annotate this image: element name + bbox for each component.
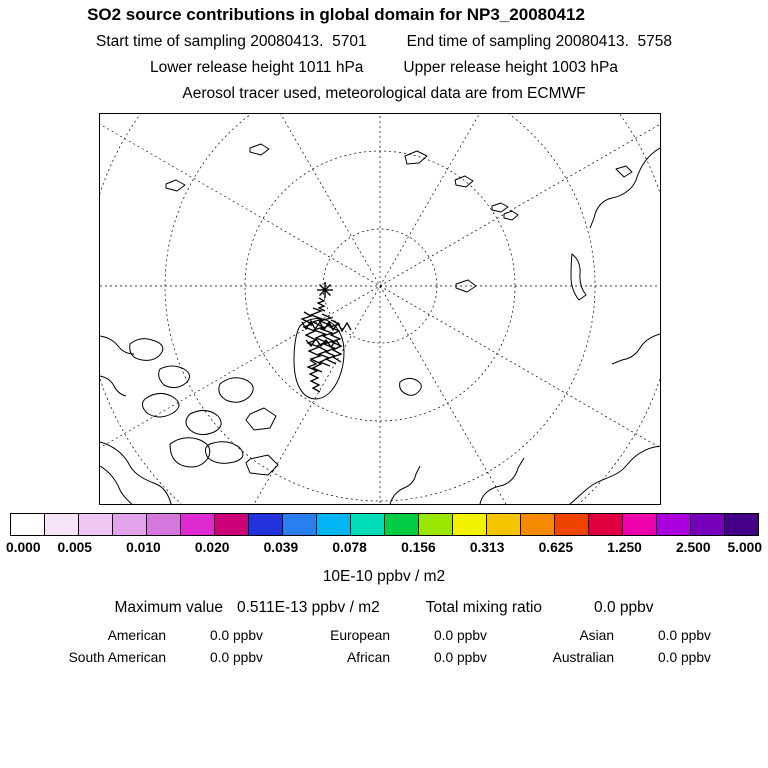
colorbar-tick: 0.000 [6,540,41,555]
coast-barents [589,147,660,229]
receptor-star-icon [317,282,333,298]
colorbar-segment [555,514,589,535]
colorbar-segment [45,514,79,535]
colorbar-tick: 0.005 [57,540,92,555]
colorbar-tick: 0.313 [469,540,505,555]
upper-release-text: Upper release height 1003 hPa [403,59,618,76]
stats-line: Maximum value 0.511E-13 ppbv / m2 Total … [0,599,768,617]
colorbar-tick: 0.156 [401,540,436,555]
total-mixing-value: 0.0 ppbv [594,599,654,616]
colorbar-segment [249,514,283,535]
particle-scribble [305,337,342,349]
colorbar-segment [589,514,623,535]
coast-siberia [569,445,660,504]
tracer-note: Aerosol tracer used, meteorological data… [182,85,586,102]
polar-map-svg [100,114,660,504]
coast-arctic-islands [129,338,279,476]
coast-right-mid [611,333,660,365]
graticule [100,114,660,504]
coast-left-edge [100,335,135,397]
region-value: 0.0 ppbv [434,650,487,665]
particle-scribble [317,313,337,365]
region-name: African [347,650,390,665]
coast-alaska [479,457,525,504]
colorbar-segment [453,514,487,535]
polar-map [99,113,661,505]
colorbar-segment [181,514,215,535]
colorbar-segment [623,514,657,535]
start-time-text: Start time of sampling 20080413. 5701 [96,33,367,50]
colorbar-tick: 5.000 [727,540,762,555]
colorbar-segment [351,514,385,535]
colorbar-segment [317,514,351,535]
colorbar-segment [691,514,725,535]
colorbar-segment [487,514,521,535]
region-stats: American 0.0 ppbv European 0.0 ppbv Asia… [0,628,768,665]
colorbar-segment [385,514,419,535]
particle-scribble [316,297,326,312]
region-value: 0.0 ppbv [658,650,711,665]
lower-release-text: Lower release height 1011 hPa [150,59,364,76]
max-value-text: 0.511E-13 ppbv / m2 [237,599,380,616]
particle-scribble [306,359,321,393]
colorbar-segment [283,514,317,535]
colorbar-segment [147,514,181,535]
end-time-text: End time of sampling 20080413. 5758 [406,33,672,50]
coast-greenland [293,318,345,400]
colorbar-segment [11,514,45,535]
coast-iceland [399,377,422,396]
total-mixing-label: Total mixing ratio [425,599,543,616]
region-name: American [107,628,166,643]
colorbar-segment [657,514,691,535]
figure: SO2 source contributions in global domai… [0,5,768,665]
colorbar-tick: 2.500 [676,540,711,555]
colorbar-tick: 1.250 [607,540,642,555]
region-name: South American [68,650,166,665]
colorbar-segment [419,514,453,535]
coast-novaya-zemlya [570,253,587,301]
colorbar [10,513,759,536]
colorbar-tick: 0.010 [126,540,161,555]
coast-bottom-mid [389,465,421,504]
particle-scribble [300,311,323,373]
region-value: 0.0 ppbv [658,628,711,643]
region-name: Asian [579,628,614,643]
colorbar-segment [725,514,758,535]
particle-cluster [300,297,352,393]
region-value: 0.0 ppbv [210,650,263,665]
colorbar-tick: 0.625 [538,540,574,555]
colorbar-tick: 0.020 [194,540,230,555]
region-name: Australian [552,650,614,665]
colorbar-tick: 0.039 [263,540,299,555]
colorbar-units-label: 10E-10 ppbv / m2 [322,568,446,585]
region-value: 0.0 ppbv [210,628,263,643]
colorbar-ticks: 0.000 0.005 0.010 0.020 0.039 0.078 0.15… [6,540,762,558]
coast-small-islands [165,143,633,293]
particle-scribble [309,307,331,367]
coast-mainland-sw [100,441,172,504]
colorbar-segment [521,514,555,535]
region-value: 0.0 ppbv [434,628,487,643]
release-heights-line: Lower release height 1011 hPa Upper rele… [0,59,768,77]
region-name: European [330,628,390,643]
colorbar-segment [79,514,113,535]
colorbar-tick: 0.078 [332,540,367,555]
sampling-times-line: Start time of sampling 20080413. 5701 En… [0,33,768,51]
colorbar-segment [215,514,249,535]
coastlines [100,143,660,504]
colorbar-segment [113,514,147,535]
figure-title: SO2 source contributions in global domai… [87,5,585,24]
particle-scribble [301,319,352,333]
max-value-label: Maximum value [114,599,223,616]
